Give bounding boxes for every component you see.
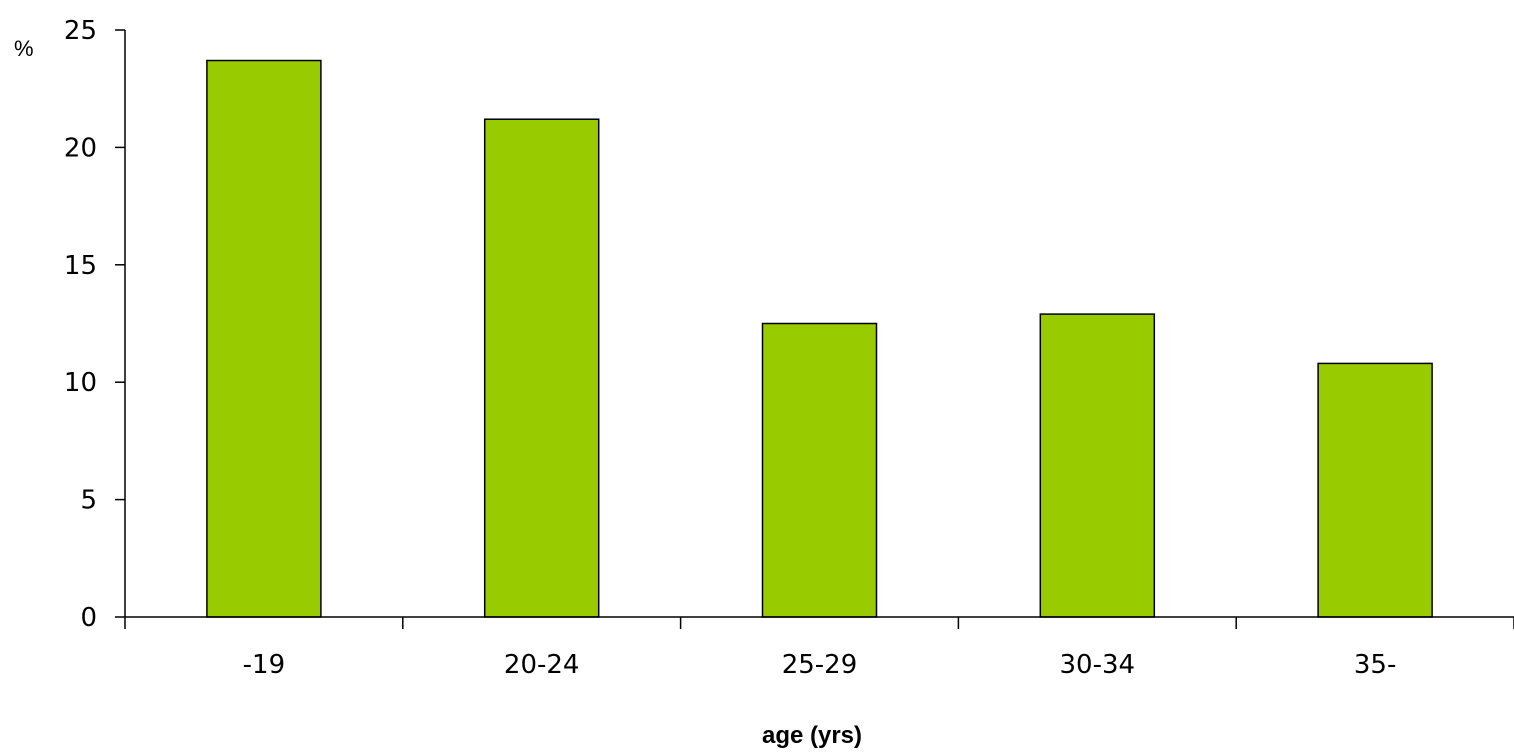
bar-2 (483, 118, 600, 618)
x-tick-label: -19 (243, 650, 285, 680)
bar-1 (206, 59, 322, 618)
x-tick-label: 35- (1354, 650, 1396, 680)
x-tick-label: 20-24 (504, 650, 580, 680)
y-tick-label: 5 (80, 486, 97, 516)
y-tick-label: 25 (64, 16, 97, 46)
x-ticks-group: -19 20-24 25-29 30-34 35- (124, 617, 1514, 680)
y-ticks-group: 0 5 10 15 20 25 (64, 16, 125, 633)
bar-3 (761, 322, 878, 618)
x-axis-label: age (yrs) (762, 722, 862, 749)
bar-4 (1039, 313, 1156, 618)
y-tick-label: 10 (64, 368, 97, 398)
y-tick-label: 20 (64, 133, 97, 163)
axes-group (124, 30, 1514, 618)
bars-group (206, 59, 1433, 618)
y-tick-label: 0 (80, 603, 97, 633)
x-tick-label: 30-34 (1060, 650, 1136, 680)
x-tick-label: 25-29 (782, 650, 858, 680)
y-axis-label: % (14, 36, 34, 61)
y-tick-label: 15 (64, 251, 97, 281)
bar-5 (1317, 362, 1433, 618)
